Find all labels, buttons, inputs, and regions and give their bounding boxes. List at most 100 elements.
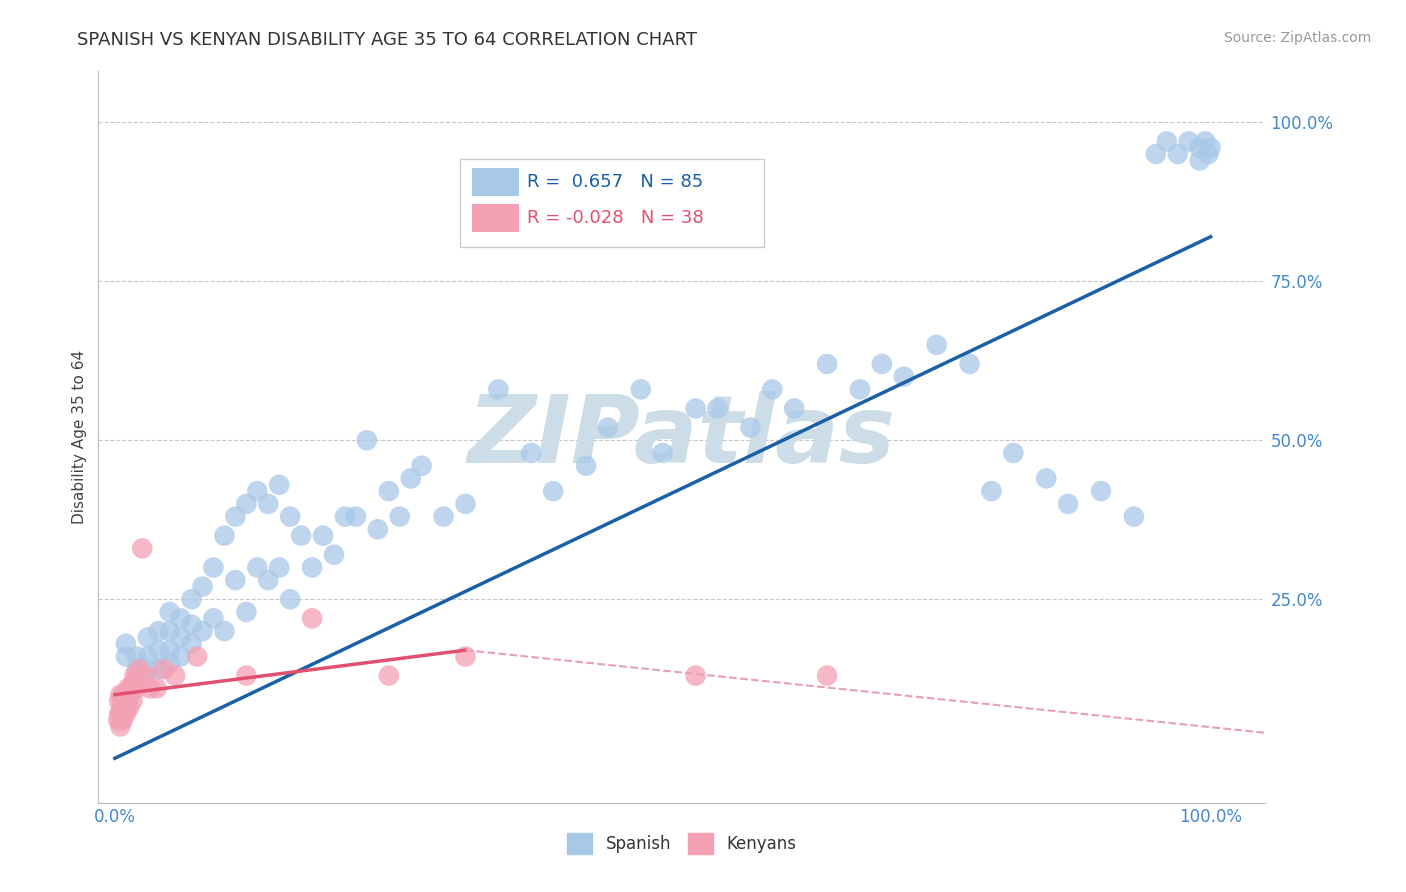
Point bbox=[378, 668, 401, 682]
Point bbox=[651, 446, 673, 460]
Point bbox=[169, 611, 191, 625]
Legend: Spanish, Kenyans: Spanish, Kenyans bbox=[561, 827, 803, 860]
Point bbox=[815, 668, 838, 682]
Point bbox=[214, 529, 236, 543]
Point bbox=[893, 369, 915, 384]
Point bbox=[870, 357, 893, 371]
Point bbox=[114, 649, 136, 664]
Point bbox=[1122, 509, 1144, 524]
Point bbox=[356, 434, 378, 448]
Point bbox=[290, 529, 312, 543]
Point bbox=[114, 688, 136, 702]
Point bbox=[257, 497, 280, 511]
Point bbox=[107, 713, 129, 727]
Point bbox=[269, 560, 291, 574]
Point bbox=[128, 662, 150, 676]
Point bbox=[169, 631, 191, 645]
Point bbox=[136, 662, 159, 676]
Point bbox=[153, 662, 176, 676]
Point bbox=[148, 624, 170, 638]
Point bbox=[117, 681, 139, 696]
Text: ZIPatlas: ZIPatlas bbox=[468, 391, 896, 483]
Point bbox=[114, 637, 136, 651]
Point bbox=[1035, 471, 1057, 485]
Point bbox=[135, 668, 157, 682]
Y-axis label: Disability Age 35 to 64: Disability Age 35 to 64 bbox=[72, 350, 87, 524]
Point bbox=[520, 446, 543, 460]
Point bbox=[159, 656, 181, 670]
Point bbox=[1197, 147, 1219, 161]
FancyBboxPatch shape bbox=[472, 204, 519, 232]
Point bbox=[399, 471, 422, 485]
Point bbox=[110, 713, 132, 727]
Point bbox=[246, 560, 269, 574]
Text: Source: ZipAtlas.com: Source: ZipAtlas.com bbox=[1223, 31, 1371, 45]
Point bbox=[454, 497, 477, 511]
Point bbox=[136, 649, 159, 664]
Point bbox=[333, 509, 356, 524]
Point bbox=[1057, 497, 1080, 511]
Point bbox=[1188, 141, 1211, 155]
Point bbox=[235, 668, 257, 682]
Point bbox=[761, 383, 783, 397]
Point bbox=[575, 458, 598, 473]
Point bbox=[110, 706, 132, 721]
Point bbox=[278, 592, 301, 607]
Point bbox=[630, 383, 652, 397]
Point bbox=[148, 643, 170, 657]
Point bbox=[112, 706, 135, 721]
Point bbox=[925, 338, 948, 352]
Point bbox=[145, 681, 167, 696]
Point bbox=[224, 509, 246, 524]
Point bbox=[1156, 134, 1178, 148]
Point bbox=[110, 688, 132, 702]
Point bbox=[541, 484, 564, 499]
Point bbox=[125, 662, 148, 676]
Point bbox=[139, 681, 162, 696]
Point bbox=[685, 401, 707, 416]
Point bbox=[186, 649, 208, 664]
Point bbox=[159, 624, 181, 638]
Point bbox=[301, 560, 323, 574]
Point bbox=[180, 592, 202, 607]
Point bbox=[367, 522, 389, 536]
Point bbox=[1177, 134, 1199, 148]
Point bbox=[1194, 134, 1216, 148]
Point bbox=[108, 694, 131, 708]
Point bbox=[112, 688, 135, 702]
Point bbox=[235, 605, 257, 619]
Point bbox=[111, 713, 134, 727]
FancyBboxPatch shape bbox=[460, 159, 763, 247]
FancyBboxPatch shape bbox=[472, 168, 519, 195]
Point bbox=[214, 624, 236, 638]
Point bbox=[131, 541, 153, 556]
Point bbox=[125, 649, 148, 664]
Point bbox=[165, 668, 187, 682]
Point bbox=[783, 401, 806, 416]
Point bbox=[114, 706, 136, 721]
Point bbox=[1167, 147, 1189, 161]
Point bbox=[1002, 446, 1025, 460]
Point bbox=[115, 694, 138, 708]
Point bbox=[120, 681, 142, 696]
Point bbox=[159, 643, 181, 657]
Point bbox=[180, 617, 202, 632]
Point bbox=[125, 681, 148, 696]
Point bbox=[224, 573, 246, 587]
Point bbox=[108, 706, 131, 721]
Point bbox=[301, 611, 323, 625]
Point bbox=[159, 605, 181, 619]
Point bbox=[740, 420, 762, 434]
Point bbox=[685, 668, 707, 682]
Point bbox=[706, 401, 728, 416]
Point bbox=[235, 497, 257, 511]
Point bbox=[120, 688, 142, 702]
Point bbox=[114, 700, 136, 714]
Point bbox=[257, 573, 280, 587]
Point bbox=[191, 624, 214, 638]
Point bbox=[411, 458, 433, 473]
Text: R = -0.028   N = 38: R = -0.028 N = 38 bbox=[527, 210, 703, 227]
Point bbox=[815, 357, 838, 371]
Point bbox=[169, 649, 191, 664]
Point bbox=[1199, 141, 1222, 155]
